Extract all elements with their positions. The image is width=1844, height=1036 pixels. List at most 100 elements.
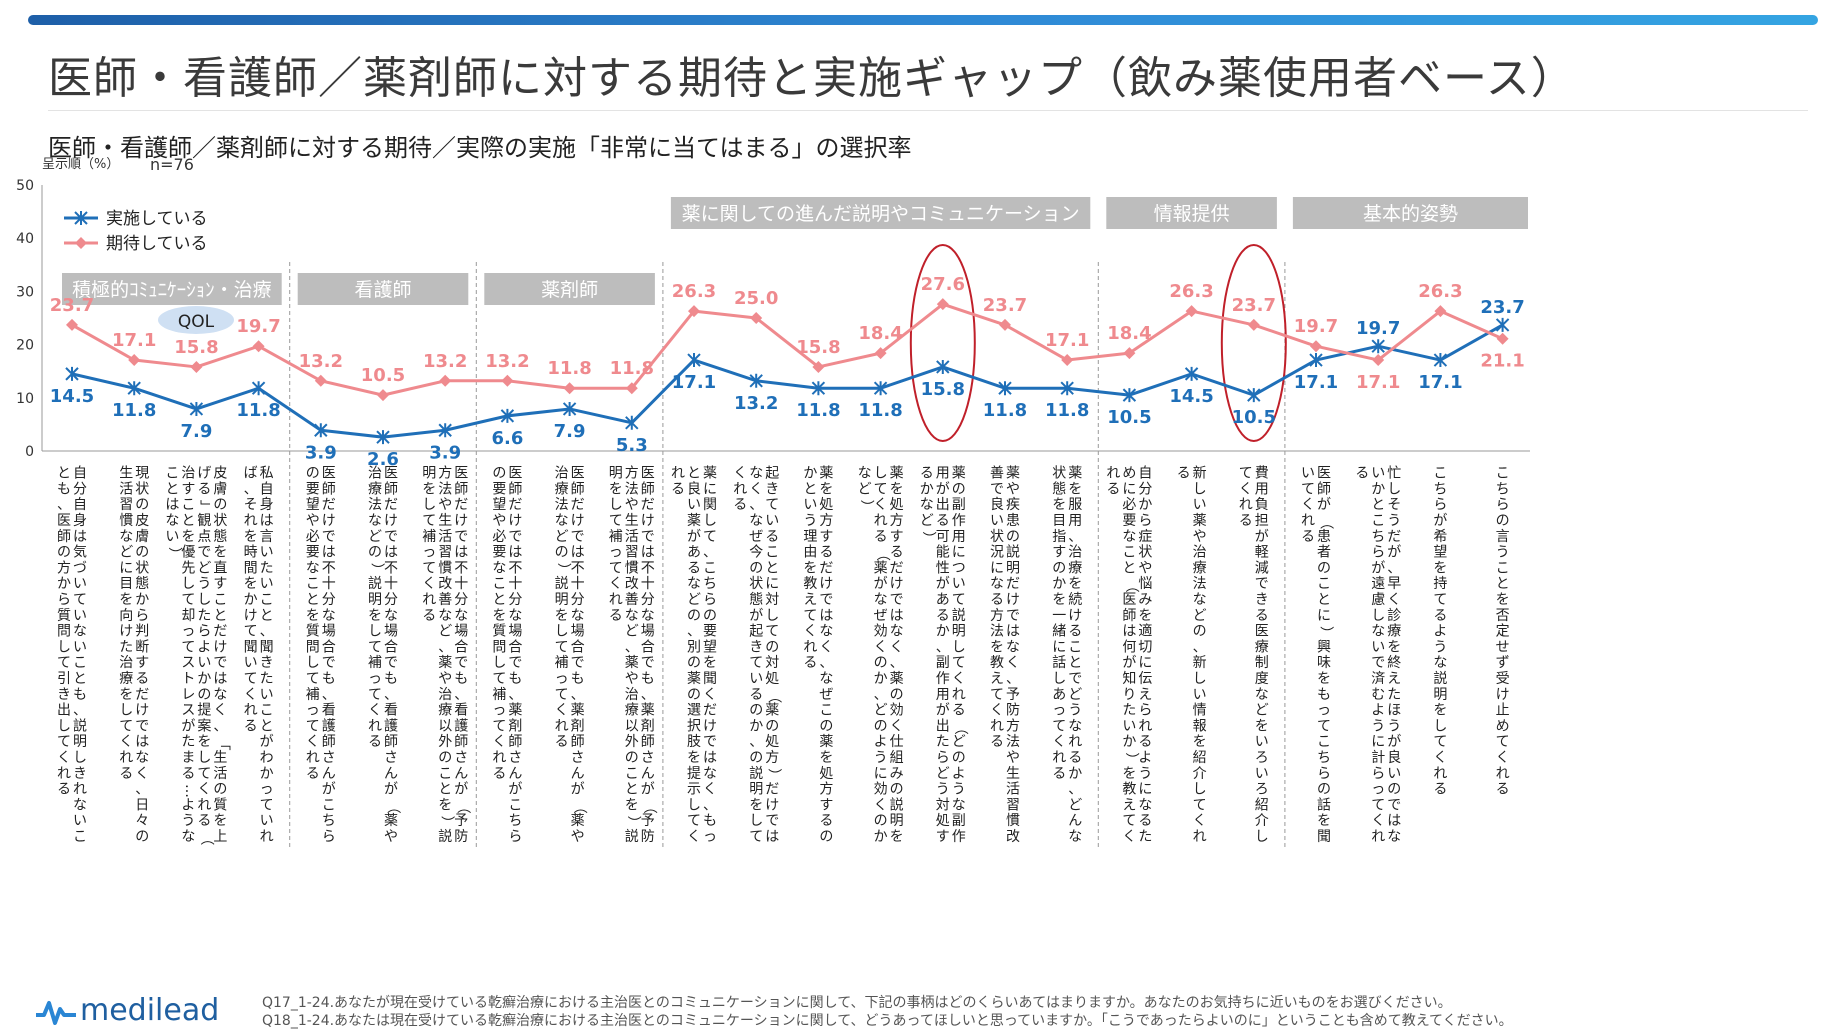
svg-text:で: で [1255, 576, 1269, 592]
svg-text:法: 法 [438, 481, 452, 497]
svg-text:を: を [1317, 671, 1331, 687]
svg-text:こ: こ [165, 466, 179, 482]
svg-text:向: 向 [119, 608, 133, 624]
svg-text:に: に [1371, 734, 1385, 750]
svg-text:必: 必 [306, 529, 320, 545]
svg-text:言: 言 [1496, 529, 1510, 545]
svg-text:え: え [803, 592, 817, 608]
data-label-expected: 27.6 [921, 274, 965, 295]
svg-text:か: か [1371, 481, 1385, 497]
svg-text:が: が [1255, 529, 1269, 545]
svg-text:（: （ [766, 689, 782, 703]
svg-text:で: で [890, 592, 904, 608]
svg-text:れ: れ [733, 481, 747, 497]
svg-text:く: く [57, 750, 71, 766]
svg-text:っ: っ [1052, 703, 1066, 719]
svg-text:い: い [1122, 718, 1136, 734]
svg-text:や: や [1006, 750, 1020, 766]
svg-text:提: 提 [687, 766, 701, 782]
svg-text:分: 分 [322, 592, 336, 608]
data-point-implemented [376, 430, 390, 445]
svg-text:れ: れ [197, 797, 211, 813]
svg-text:ど: ど [936, 766, 950, 782]
highlight-ellipse [1220, 244, 1287, 442]
svg-text:う: う [1371, 718, 1385, 734]
svg-text:必: 必 [1122, 497, 1136, 513]
svg-text:不: 不 [571, 560, 585, 576]
svg-text:皮: 皮 [135, 513, 149, 529]
svg-text:て: て [244, 624, 258, 640]
svg-text:味: 味 [1317, 655, 1331, 671]
svg-text:「: 「 [214, 737, 230, 751]
svg-text:や: や [625, 671, 639, 687]
svg-text:い: い [1371, 466, 1385, 482]
svg-text:度: 度 [1255, 671, 1269, 687]
svg-text:れ: れ [422, 592, 436, 608]
svg-text:の: の [765, 718, 779, 734]
svg-text:れ: れ [306, 750, 320, 766]
svg-text:）: ） [439, 816, 455, 830]
svg-text:伝: 伝 [1138, 671, 1152, 687]
svg-text:い: い [260, 813, 274, 829]
category-label: 医師だけでは不十分な場合でも、看護師さんがこちらの要望や必要なことを質問して補っ… [306, 466, 336, 845]
category-label: 自分自身は気づいていないことも、説明しきれないことも、医師の方から質問して引き出… [57, 466, 87, 845]
svg-text:、: 、 [1387, 560, 1401, 576]
svg-text:を: を [555, 608, 569, 624]
svg-text:る: る [1239, 513, 1253, 529]
svg-text:、: 、 [438, 639, 452, 655]
data-point-expected [1123, 347, 1136, 360]
svg-text:け: け [819, 576, 833, 592]
svg-text:（: （ [1123, 579, 1139, 593]
svg-text:る: る [492, 766, 506, 782]
data-label-expected: 26.3 [1169, 281, 1213, 302]
svg-text:目: 目 [119, 576, 133, 592]
svg-text:に: に [703, 481, 717, 497]
svg-text:く: く [990, 703, 1004, 719]
svg-text:方: 方 [625, 466, 639, 482]
y-tick-label: 50 [16, 178, 34, 194]
group-header-label: 薬剤師 [541, 279, 598, 301]
svg-text:要: 要 [306, 481, 320, 497]
svg-text:慣: 慣 [438, 559, 452, 576]
svg-text:て: て [368, 687, 382, 703]
svg-text:薬: 薬 [1068, 466, 1082, 482]
svg-text:医: 医 [454, 466, 468, 482]
svg-text:を: を [819, 481, 833, 497]
svg-text:る: る [1355, 466, 1369, 482]
svg-text:つ: つ [952, 560, 966, 576]
svg-text:、: 、 [244, 481, 258, 497]
svg-text:け: け [135, 703, 149, 719]
svg-text:な: な [1068, 718, 1082, 734]
svg-text:薬: 薬 [687, 671, 701, 687]
svg-text:う: う [181, 813, 195, 829]
svg-text:薬: 薬 [625, 655, 639, 671]
svg-text:要: 要 [306, 545, 320, 561]
svg-text:、: 、 [384, 687, 398, 703]
data-label-expected: 10.5 [361, 365, 405, 386]
svg-text:態: 態 [1052, 481, 1066, 497]
svg-text:医: 医 [1317, 466, 1331, 482]
svg-text:処: 処 [819, 497, 833, 513]
svg-text:せ: せ [1496, 639, 1510, 655]
svg-text:よ: よ [874, 734, 888, 750]
data-label-implemented: 3.9 [305, 442, 337, 463]
svg-text:ら: ら [508, 829, 522, 845]
highlight-ellipse [909, 244, 976, 442]
svg-text:観: 観 [197, 512, 211, 529]
svg-text:て: て [765, 624, 779, 640]
svg-text:、: 、 [1068, 782, 1082, 798]
svg-text:し: し [492, 655, 506, 671]
svg-text:い: い [73, 608, 87, 624]
svg-text:十: 十 [454, 576, 468, 592]
svg-text:習: 習 [1006, 797, 1020, 813]
svg-text:く: く [306, 734, 320, 750]
svg-text:て: て [1193, 797, 1207, 813]
svg-text:ほ: ほ [1387, 703, 1401, 719]
svg-text:う: う [874, 750, 888, 766]
svg-text:態: 態 [213, 529, 227, 545]
svg-text:と: と [1122, 560, 1136, 576]
data-label-expected: 19.7 [1294, 316, 1338, 337]
svg-text:に: に [990, 560, 1004, 576]
svg-text:よ: よ [1433, 624, 1447, 640]
svg-text:を: を [1433, 703, 1447, 719]
